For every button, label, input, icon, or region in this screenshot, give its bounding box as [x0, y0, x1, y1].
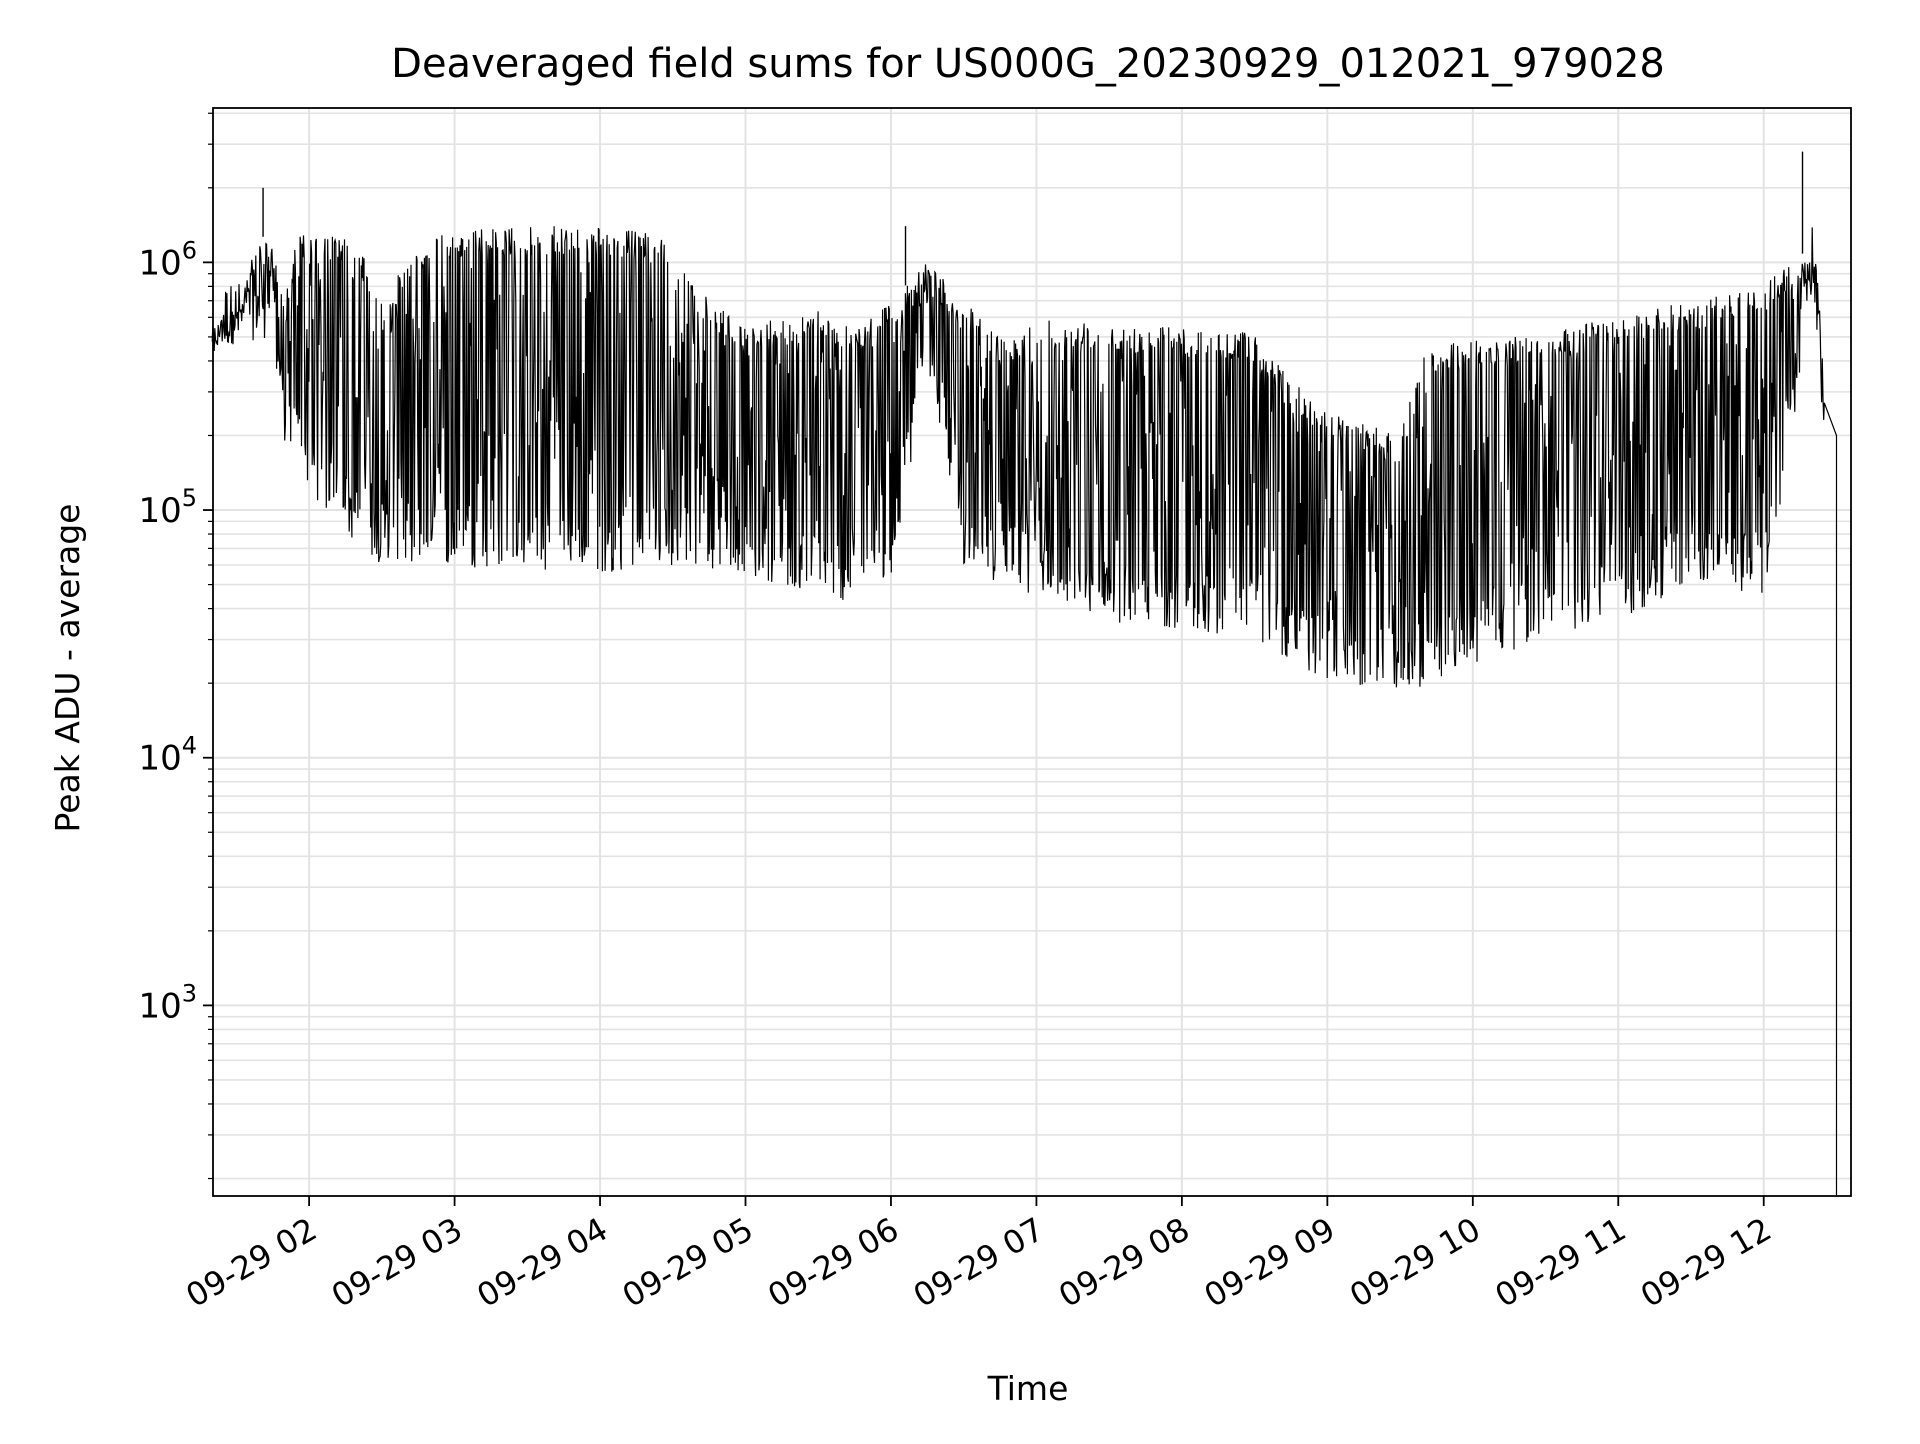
plot-data: [211, 151, 1838, 1195]
y-tick-label: 106: [138, 236, 197, 283]
y-tick-label: 105: [138, 484, 197, 531]
y-tick-label: 103: [138, 979, 197, 1026]
series-line: [211, 226, 1838, 1195]
chart-title: Deaveraged field sums for US000G_2023092…: [391, 41, 1665, 87]
y-axis-label: Peak ADU - average: [48, 504, 87, 833]
gridlines: [213, 108, 1851, 1196]
axes-frame: [212, 107, 1852, 1197]
x-axis-label: Time: [987, 1369, 1069, 1408]
y-tick-label: 104: [138, 732, 197, 779]
